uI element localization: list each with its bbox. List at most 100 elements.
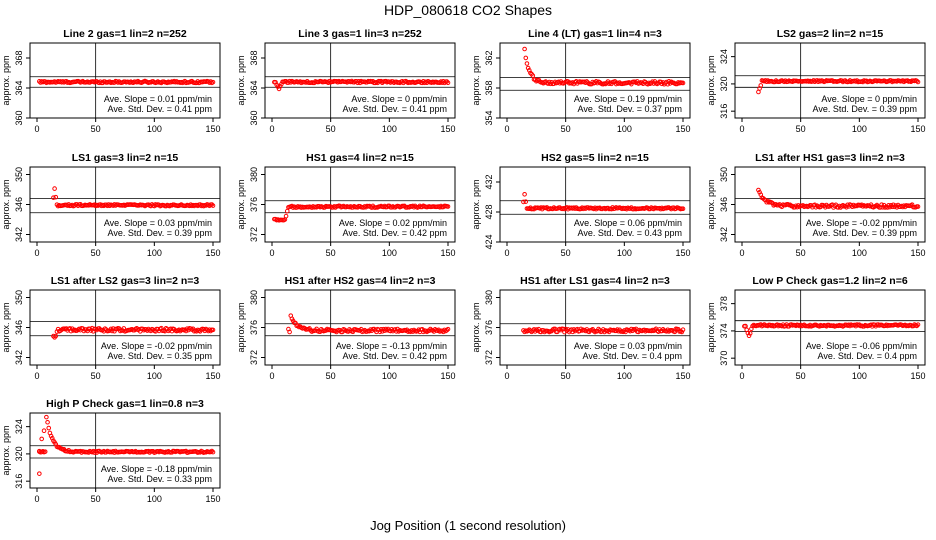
- panel-annotation: Ave. Std. Dev. = 0.42 ppm: [343, 351, 447, 361]
- x-tick-label: 150: [440, 248, 455, 258]
- panel-4: LS2 gas=2 lin=2 n=15 0 50 100 150 316 320 324ap…: [706, 28, 926, 134]
- y-axis-label: approx. ppm: [236, 179, 246, 229]
- y-tick-label: 372: [249, 350, 259, 365]
- plot-frame: [264, 42, 456, 119]
- y-tick-label: 342: [14, 350, 24, 365]
- y-axis-label: approx. ppm: [1, 55, 11, 105]
- data-point: [287, 329, 292, 335]
- x-tick-label: 0: [269, 248, 274, 258]
- data-point: [53, 333, 59, 339]
- data-point: [812, 202, 818, 208]
- panel-title: HS1 after HS2 gas=4 lin=2 n=3: [285, 275, 436, 287]
- y-tick-label: 380: [249, 167, 259, 182]
- x-tick-label: 0: [34, 124, 39, 134]
- y-axis-label: approx. ppm: [471, 302, 481, 352]
- y-axis-label: approx. ppm: [236, 302, 246, 352]
- y-axis-label: approx. ppm: [471, 55, 481, 105]
- y-tick-label: 342: [14, 227, 24, 242]
- y-tick-label: 376: [484, 320, 494, 335]
- plot-frame: [499, 166, 691, 243]
- panel-11: HS1 after LS1 gas=4 lin=2 n=3 0 50 100 150 37…: [471, 275, 691, 381]
- panel-title: Line 3 gas=1 lin=3 n=252: [298, 28, 422, 40]
- x-tick-label: 100: [617, 124, 632, 134]
- x-tick-label: 150: [205, 124, 220, 134]
- y-axis-label: approx. ppm: [1, 179, 11, 229]
- data-point: [275, 84, 281, 89]
- data-point: [445, 326, 451, 332]
- y-tick-label: 320: [719, 76, 729, 91]
- panel-title: HS2 gas=5 lin=2 n=15: [541, 152, 649, 164]
- data-point: [284, 208, 290, 214]
- y-tick-label: 376: [249, 197, 259, 212]
- data-point: [183, 328, 189, 334]
- data-point: [746, 333, 752, 339]
- x-tick-label: 100: [617, 371, 632, 381]
- x-tick-label: 150: [910, 371, 925, 381]
- y-axis-label: approx. ppm: [471, 179, 481, 229]
- panel-annotation: Ave. Std. Dev. = 0.35 ppm: [108, 351, 212, 361]
- y-tick-label: 376: [249, 320, 259, 335]
- y-axis-label: approx. ppm: [1, 425, 11, 475]
- x-tick-label: 100: [617, 248, 632, 258]
- x-tick-label: 100: [147, 124, 162, 134]
- data-point: [525, 65, 531, 71]
- data-point: [45, 419, 50, 425]
- y-tick-label: 362: [484, 50, 494, 65]
- y-tick-label: 342: [719, 227, 729, 242]
- panel-5: LS1 gas=3 lin=2 n=15 0 50 100 150 342 346 350ap…: [1, 152, 221, 258]
- x-tick-label: 0: [34, 494, 39, 504]
- panel-annotation: Ave. Slope = -0.18 ppm/min: [101, 464, 212, 474]
- panel-6: HS1 gas=4 lin=2 n=15 0 50 100 150 372 376 380ap…: [236, 152, 456, 258]
- data-point: [53, 194, 59, 200]
- panel-annotation: Ave. Slope = -0.02 ppm/min: [101, 341, 212, 351]
- x-tick-label: 0: [504, 248, 509, 258]
- x-tick-label: 0: [34, 248, 39, 258]
- data-point: [524, 61, 530, 66]
- x-tick-label: 50: [326, 124, 336, 134]
- x-tick-label: 100: [382, 371, 397, 381]
- panel-title: Low P Check gas=1.2 lin=2 n=6: [752, 275, 907, 287]
- data-point: [210, 327, 216, 333]
- x-tick-label: 100: [147, 371, 162, 381]
- y-tick-label: 364: [14, 80, 24, 95]
- data-point: [42, 449, 48, 454]
- data-point: [445, 204, 451, 209]
- data-point: [37, 471, 42, 476]
- y-tick-label: 370: [719, 351, 729, 366]
- x-tick-label: 50: [796, 248, 806, 258]
- data-point: [522, 46, 527, 52]
- y-axis-label: approx. ppm: [706, 302, 716, 352]
- y-axis-label: approx. ppm: [706, 179, 716, 229]
- x-tick-label: 50: [561, 248, 571, 258]
- y-tick-label: 316: [14, 474, 24, 489]
- data-point: [279, 81, 284, 87]
- x-tick-label: 50: [91, 124, 101, 134]
- data-point: [209, 202, 215, 207]
- y-tick-label: 324: [14, 419, 24, 434]
- plot-frame: [734, 289, 926, 366]
- data-point: [915, 322, 921, 327]
- x-tick-label: 150: [675, 124, 690, 134]
- y-tick-label: 428: [484, 204, 494, 219]
- y-tick-label: 350: [719, 167, 729, 182]
- data-point: [679, 329, 685, 335]
- x-tick-label: 150: [205, 371, 220, 381]
- data-point: [39, 436, 44, 442]
- x-tick-label: 50: [561, 371, 571, 381]
- data-point: [757, 189, 762, 195]
- y-axis-label: approx. ppm: [706, 55, 716, 105]
- plot-frame: [29, 42, 221, 119]
- y-tick-label: 364: [249, 80, 259, 95]
- y-tick-label: 368: [14, 50, 24, 65]
- x-tick-label: 0: [504, 124, 509, 134]
- data-point: [523, 55, 529, 61]
- main-title: HDP_080618 CO2 Shapes: [383, 2, 553, 18]
- x-tick-label: 150: [440, 371, 455, 381]
- x-tick-label: 100: [147, 248, 162, 258]
- y-tick-label: 350: [14, 290, 24, 305]
- x-tick-label: 0: [504, 371, 509, 381]
- data-point: [210, 79, 216, 85]
- x-tick-label: 0: [739, 124, 744, 134]
- panel-1: Line 2 gas=1 lin=2 n=252 0 50 100 150 360 364 3…: [1, 28, 221, 134]
